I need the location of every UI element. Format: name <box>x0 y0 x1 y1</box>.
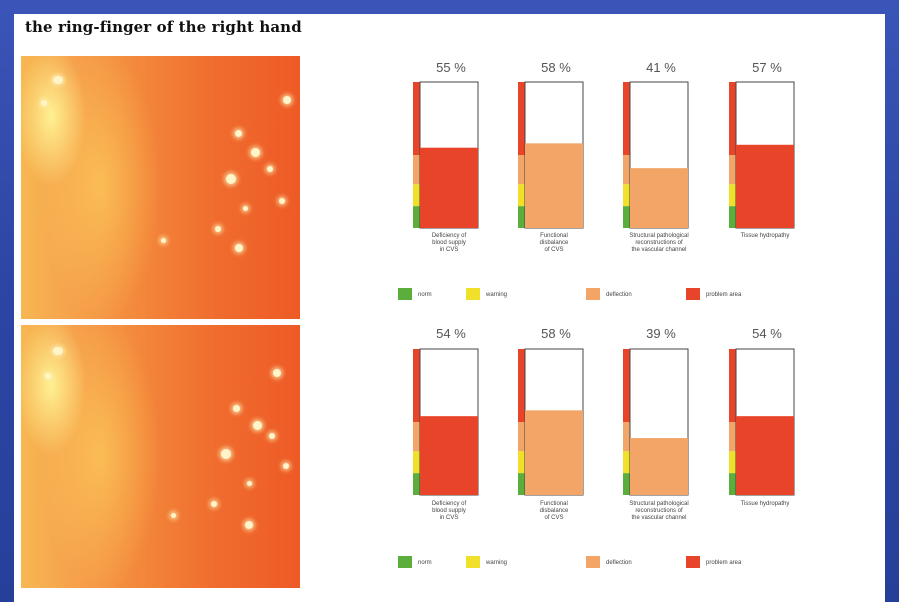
scale-segment-norm <box>623 206 630 228</box>
category-label: reconstructions of <box>635 240 683 246</box>
scale-segment-problem <box>729 82 736 155</box>
category-label: disbalance <box>540 240 569 246</box>
scale-segment-warning <box>623 451 630 474</box>
scale-segment-warning <box>413 451 420 474</box>
scale-segment-warning <box>413 184 420 207</box>
scale-segment-warning <box>729 451 736 474</box>
value-label: 54 % <box>752 326 782 341</box>
value-label: 57 % <box>752 60 782 75</box>
value-label: 54 % <box>436 326 466 341</box>
legend-label-norm: norm <box>418 292 432 298</box>
category-label: Tissue hydropathy <box>741 501 790 507</box>
category-label: blood supply <box>432 240 466 246</box>
scale-segment-norm <box>729 206 736 228</box>
scale-segment-problem <box>623 82 630 155</box>
bar <box>420 147 478 228</box>
finger-image-bottom <box>21 325 300 588</box>
legend-label-norm: norm <box>418 560 432 566</box>
legend-swatch-deflection <box>586 556 600 568</box>
scale-segment-problem <box>413 349 420 422</box>
category-label: Deficiency of <box>432 501 467 507</box>
category-label: of CVS <box>544 515 563 521</box>
legend-swatch-deflection <box>586 288 600 300</box>
legend-label-deflection: deflection <box>606 292 632 298</box>
category-label: reconstructions of <box>635 508 683 514</box>
scale-segment-deflection <box>729 422 736 452</box>
scale-segment-problem <box>729 349 736 422</box>
legend-swatch-norm <box>398 288 412 300</box>
legend-swatch-problem <box>686 288 700 300</box>
category-label: Tissue hydropathy <box>741 233 790 239</box>
bar <box>525 143 583 228</box>
category-label: the vascular channel <box>631 515 686 521</box>
legend-label-warning: warning <box>485 292 507 298</box>
scale-segment-deflection <box>623 155 630 185</box>
scale-segment-norm <box>413 473 420 495</box>
scale-segment-norm <box>518 206 525 228</box>
scale-segment-problem <box>623 349 630 422</box>
scale-segment-deflection <box>623 422 630 452</box>
legend-swatch-norm <box>398 556 412 568</box>
bar <box>525 410 583 495</box>
legend-label-deflection: deflection <box>606 560 632 566</box>
category-label: Structural pathological <box>629 501 688 507</box>
scale-segment-problem <box>518 349 525 422</box>
finger-image-top <box>21 56 300 319</box>
scale-segment-warning <box>729 184 736 207</box>
category-label: in CVS <box>440 515 459 521</box>
category-label: Functional <box>540 233 568 239</box>
scale-segment-deflection <box>518 422 525 452</box>
scale-segment-norm <box>518 473 525 495</box>
value-label: 41 % <box>646 60 676 75</box>
legend-swatch-problem <box>686 556 700 568</box>
scale-segment-deflection <box>518 155 525 185</box>
value-label: 39 % <box>646 326 676 341</box>
value-label: 58 % <box>541 326 571 341</box>
category-label: Structural pathological <box>629 233 688 239</box>
scale-segment-norm <box>623 473 630 495</box>
scale-segment-deflection <box>729 155 736 185</box>
scale-segment-warning <box>518 451 525 474</box>
legend-label-problem: problem area <box>706 560 742 566</box>
category-label: disbalance <box>540 508 569 514</box>
bar <box>420 416 478 495</box>
bar <box>736 416 794 495</box>
bar <box>630 168 688 228</box>
page-title: the ring-finger of the right hand <box>25 18 302 36</box>
scale-segment-deflection <box>413 155 420 185</box>
scale-segment-norm <box>729 473 736 495</box>
bar <box>630 438 688 495</box>
scale-segment-deflection <box>413 422 420 452</box>
category-label: Functional <box>540 501 568 507</box>
category-label: in CVS <box>440 247 459 253</box>
category-label: of CVS <box>544 247 563 253</box>
scale-segment-norm <box>413 206 420 228</box>
category-label: blood supply <box>432 508 466 514</box>
scale-segment-warning <box>623 184 630 207</box>
legend-label-warning: warning <box>485 560 507 566</box>
bar <box>736 144 794 228</box>
legend-swatch-warning <box>466 556 480 568</box>
scale-segment-problem <box>518 82 525 155</box>
legend-swatch-warning <box>466 288 480 300</box>
scale-segment-problem <box>413 82 420 155</box>
legend-label-problem: problem area <box>706 292 742 298</box>
value-label: 55 % <box>436 60 466 75</box>
scale-segment-warning <box>518 184 525 207</box>
category-label: the vascular channel <box>631 247 686 253</box>
value-label: 58 % <box>541 60 571 75</box>
category-label: Deficiency of <box>432 233 467 239</box>
